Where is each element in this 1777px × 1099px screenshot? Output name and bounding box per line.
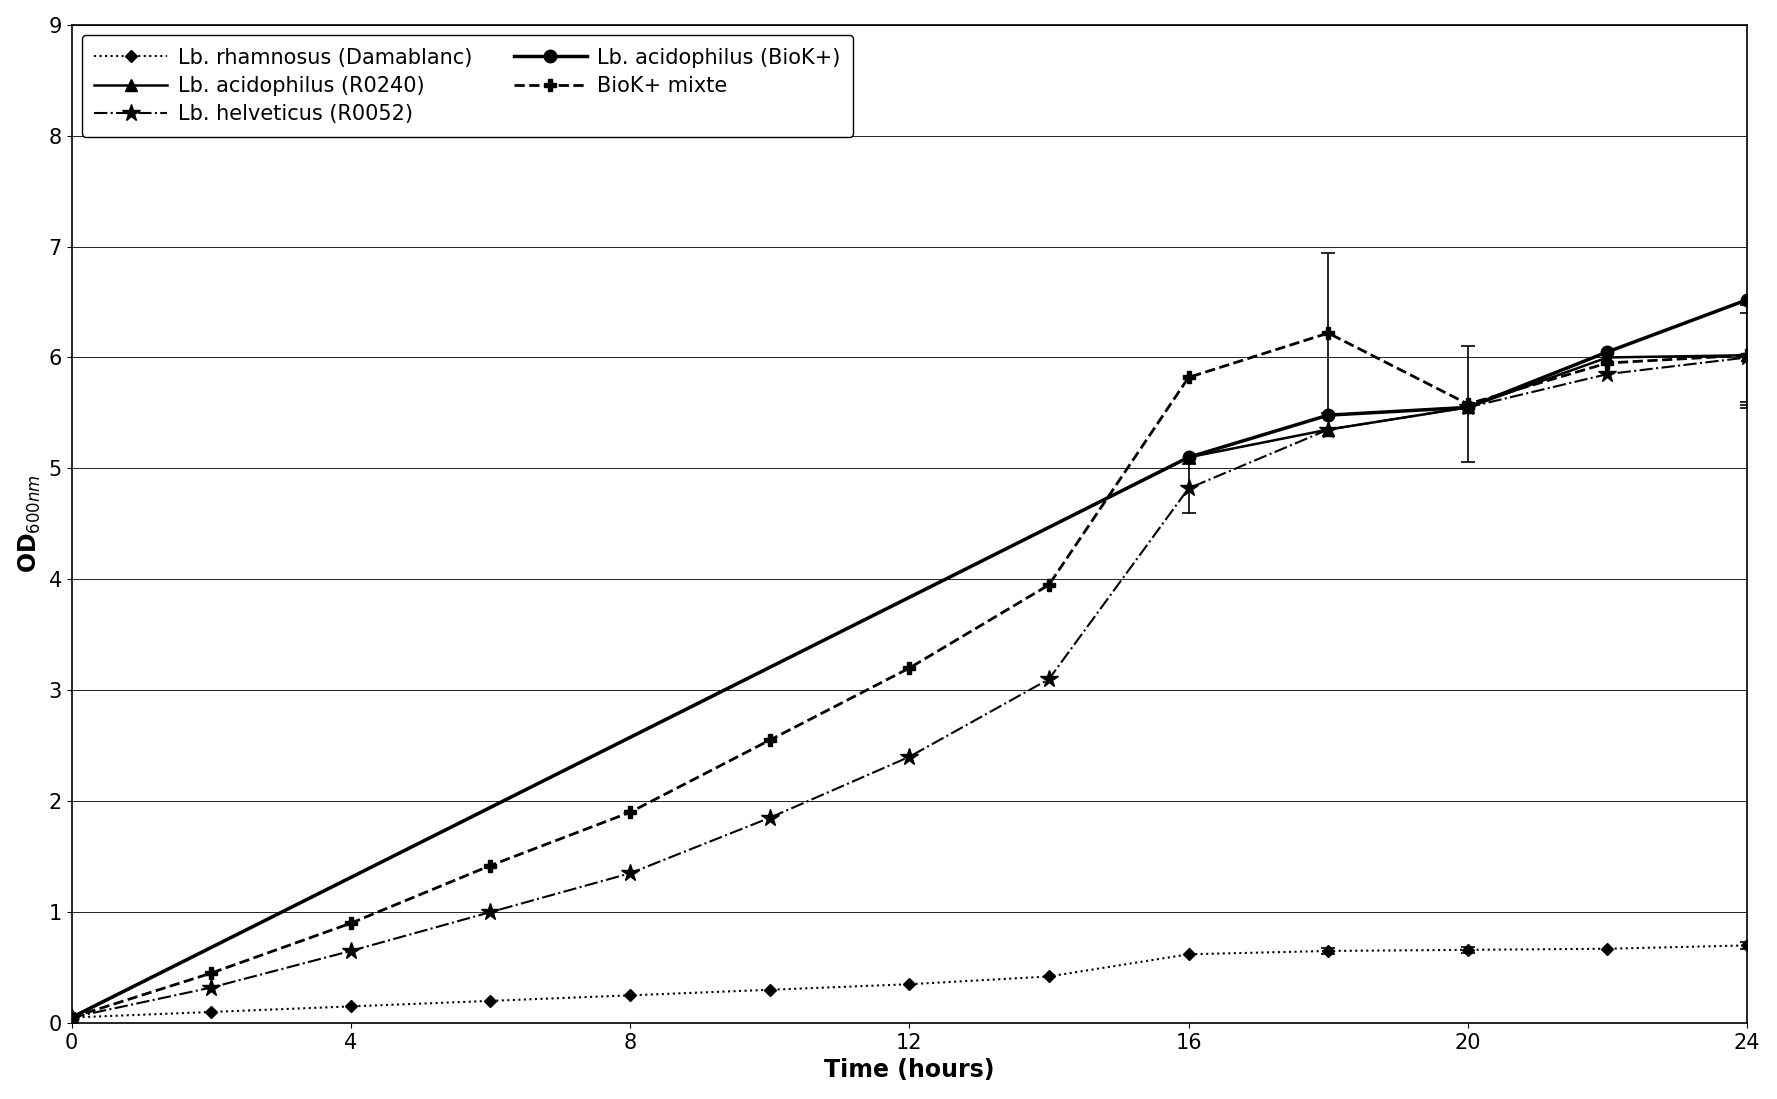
- Lb. acidophilus (BioK+): [1736, 293, 1757, 307]
- Lb. helveticus (R0052): [899, 751, 920, 764]
- BioK+ mixte: [1038, 578, 1059, 591]
- Lb. acidophilus (BioK+): [1317, 409, 1338, 422]
- Lb. rhamnosus (Damablanc): [620, 989, 641, 1002]
- Lb. acidophilus (BioK+): [1598, 345, 1619, 358]
- BioK+ mixte: [1457, 398, 1478, 411]
- Lb. rhamnosus (Damablanc): [899, 978, 920, 991]
- Lb. rhamnosus (Damablanc): [1178, 947, 1199, 961]
- Lb. helveticus (R0052): [1038, 673, 1059, 686]
- Lb. rhamnosus (Damablanc): [1598, 942, 1619, 955]
- Line: Lb. rhamnosus (Damablanc): Lb. rhamnosus (Damablanc): [68, 941, 1752, 1022]
- Lb. rhamnosus (Damablanc): [480, 995, 501, 1008]
- Lb. rhamnosus (Damablanc): [1736, 939, 1757, 952]
- Lb. rhamnosus (Damablanc): [1317, 944, 1338, 957]
- Lb. rhamnosus (Damablanc): [201, 1006, 222, 1019]
- Lb. rhamnosus (Damablanc): [1038, 970, 1059, 984]
- Lb. acidophilus (R0240): [1736, 348, 1757, 362]
- Lb. helveticus (R0052): [60, 1011, 82, 1024]
- Lb. acidophilus (BioK+): [1178, 451, 1199, 464]
- BioK+ mixte: [620, 806, 641, 819]
- BioK+ mixte: [1317, 326, 1338, 340]
- X-axis label: Time (hours): Time (hours): [825, 1058, 995, 1083]
- Lb. rhamnosus (Damablanc): [759, 984, 780, 997]
- BioK+ mixte: [759, 734, 780, 747]
- Lb. rhamnosus (Damablanc): [60, 1011, 82, 1024]
- Line: Lb. acidophilus (BioK+): Lb. acidophilus (BioK+): [66, 293, 1754, 1024]
- BioK+ mixte: [60, 1011, 82, 1024]
- Lb. helveticus (R0052): [620, 867, 641, 880]
- Lb. helveticus (R0052): [480, 906, 501, 919]
- Lb. acidophilus (BioK+): [1457, 401, 1478, 414]
- Lb. helveticus (R0052): [1736, 351, 1757, 364]
- Lb. acidophilus (R0240): [60, 1011, 82, 1024]
- BioK+ mixte: [480, 859, 501, 873]
- BioK+ mixte: [339, 917, 361, 930]
- Lb. helveticus (R0052): [1457, 401, 1478, 414]
- Lb. helveticus (R0052): [1598, 367, 1619, 380]
- Line: BioK+ mixte: BioK+ mixte: [66, 328, 1752, 1023]
- Lb. helveticus (R0052): [1178, 481, 1199, 495]
- Lb. acidophilus (R0240): [1457, 401, 1478, 414]
- BioK+ mixte: [1598, 356, 1619, 369]
- Lb. acidophilus (R0240): [1598, 351, 1619, 364]
- Line: Lb. acidophilus (R0240): Lb. acidophilus (R0240): [66, 349, 1752, 1023]
- Lb. rhamnosus (Damablanc): [339, 1000, 361, 1013]
- Lb. acidophilus (R0240): [1178, 451, 1199, 464]
- BioK+ mixte: [1736, 348, 1757, 362]
- Lb. helveticus (R0052): [339, 944, 361, 957]
- Lb. acidophilus (BioK+): [60, 1011, 82, 1024]
- BioK+ mixte: [899, 662, 920, 675]
- Lb. acidophilus (R0240): [1317, 423, 1338, 436]
- Lb. helveticus (R0052): [759, 811, 780, 824]
- Y-axis label: OD$_{600nm}$: OD$_{600nm}$: [16, 475, 43, 574]
- BioK+ mixte: [201, 966, 222, 979]
- Lb. helveticus (R0052): [201, 981, 222, 995]
- BioK+ mixte: [1178, 370, 1199, 384]
- Line: Lb. helveticus (R0052): Lb. helveticus (R0052): [62, 348, 1756, 1026]
- Legend: Lb. rhamnosus (Damablanc), Lb. acidophilus (R0240), Lb. helveticus (R0052), Lb. : Lb. rhamnosus (Damablanc), Lb. acidophil…: [82, 35, 853, 136]
- Lb. helveticus (R0052): [1317, 423, 1338, 436]
- Lb. rhamnosus (Damablanc): [1457, 943, 1478, 956]
